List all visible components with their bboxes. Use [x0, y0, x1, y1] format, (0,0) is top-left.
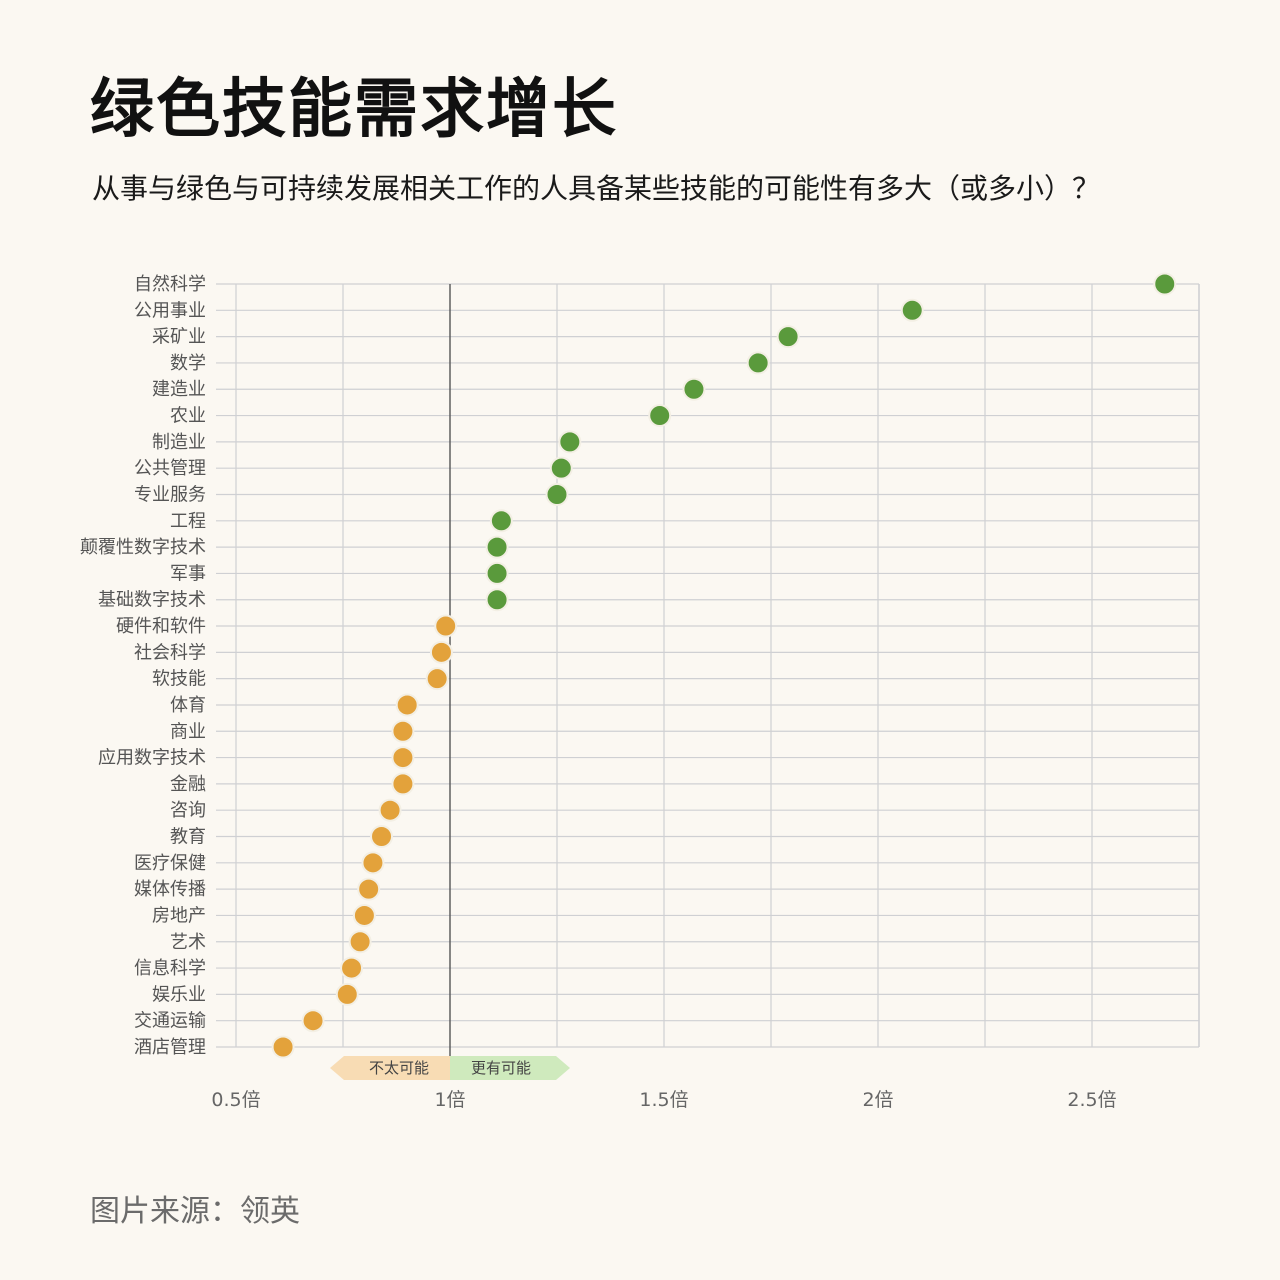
data-point	[271, 1035, 295, 1059]
category-label: 信息科学	[134, 958, 206, 979]
data-point	[378, 798, 402, 822]
x-tick-label: 2倍	[862, 1089, 893, 1111]
category-label: 专业服务	[134, 484, 206, 505]
data-point	[391, 772, 415, 796]
data-point	[489, 509, 513, 533]
category-label: 商业	[170, 721, 206, 742]
data-point	[549, 456, 573, 480]
x-tick-label: 1倍	[434, 1089, 465, 1111]
data-point	[391, 719, 415, 743]
data-point	[352, 903, 376, 927]
category-label: 金融	[170, 774, 206, 795]
data-point	[357, 877, 381, 901]
data-point	[1153, 272, 1177, 296]
category-label: 房地产	[152, 905, 206, 926]
data-point	[485, 535, 509, 559]
chart-subtitle: 从事与绿色与可持续发展相关工作的人具备某些技能的可能性有多大（或多小）？	[92, 172, 1101, 205]
category-label: 酒店管理	[134, 1037, 206, 1058]
x-tick-label: 1.5倍	[639, 1089, 688, 1111]
data-point	[395, 693, 419, 717]
data-point	[425, 667, 449, 691]
category-label: 工程	[170, 511, 206, 532]
category-label: 应用数字技术	[98, 748, 206, 769]
data-point	[648, 404, 672, 428]
category-label: 建造业	[152, 379, 206, 400]
x-tick-label: 0.5倍	[211, 1089, 260, 1111]
more-likely-band	[450, 1056, 570, 1080]
data-point	[434, 614, 458, 638]
data-point	[682, 377, 706, 401]
data-point	[335, 982, 359, 1006]
category-label: 硬件和软件	[116, 616, 206, 637]
data-point	[558, 430, 582, 454]
category-label: 教育	[170, 827, 206, 848]
category-label: 咨询	[170, 800, 206, 821]
data-point	[348, 930, 372, 954]
category-label: 艺术	[170, 932, 206, 953]
data-point	[361, 851, 385, 875]
category-label: 自然科学	[134, 274, 206, 295]
x-tick-label: 2.5倍	[1067, 1089, 1116, 1111]
data-point	[776, 325, 800, 349]
category-label: 制造业	[152, 432, 206, 453]
category-label: 医疗保健	[134, 853, 206, 874]
less-likely-band	[330, 1056, 450, 1080]
less-likely-label: 不太可能	[369, 1059, 429, 1077]
data-point	[746, 351, 770, 375]
category-label: 公共管理	[134, 458, 206, 479]
category-label: 基础数字技术	[98, 590, 206, 611]
data-point	[900, 298, 924, 322]
data-point	[340, 956, 364, 980]
category-label: 媒体传播	[134, 879, 206, 900]
category-label: 娱乐业	[152, 984, 206, 1005]
category-label: 数学	[170, 353, 206, 374]
category-label: 颠覆性数字技术	[80, 537, 206, 558]
data-point	[485, 588, 509, 612]
category-label: 农业	[170, 406, 206, 427]
data-point	[545, 482, 569, 506]
category-label: 软技能	[152, 669, 206, 690]
source-note: 图片来源：领英	[90, 1194, 300, 1229]
category-label: 采矿业	[152, 327, 206, 348]
data-point	[485, 561, 509, 585]
data-point	[301, 1009, 325, 1033]
data-point	[370, 825, 394, 849]
category-label: 公用事业	[134, 300, 206, 321]
data-point	[429, 640, 453, 664]
category-label: 体育	[170, 695, 206, 716]
more-likely-label: 更有可能	[471, 1059, 531, 1077]
category-label: 交通运输	[134, 1011, 206, 1032]
data-point	[391, 746, 415, 770]
category-label: 军事	[170, 563, 206, 584]
category-label: 社会科学	[134, 642, 206, 663]
chart-title: 绿色技能需求增长	[90, 73, 618, 147]
